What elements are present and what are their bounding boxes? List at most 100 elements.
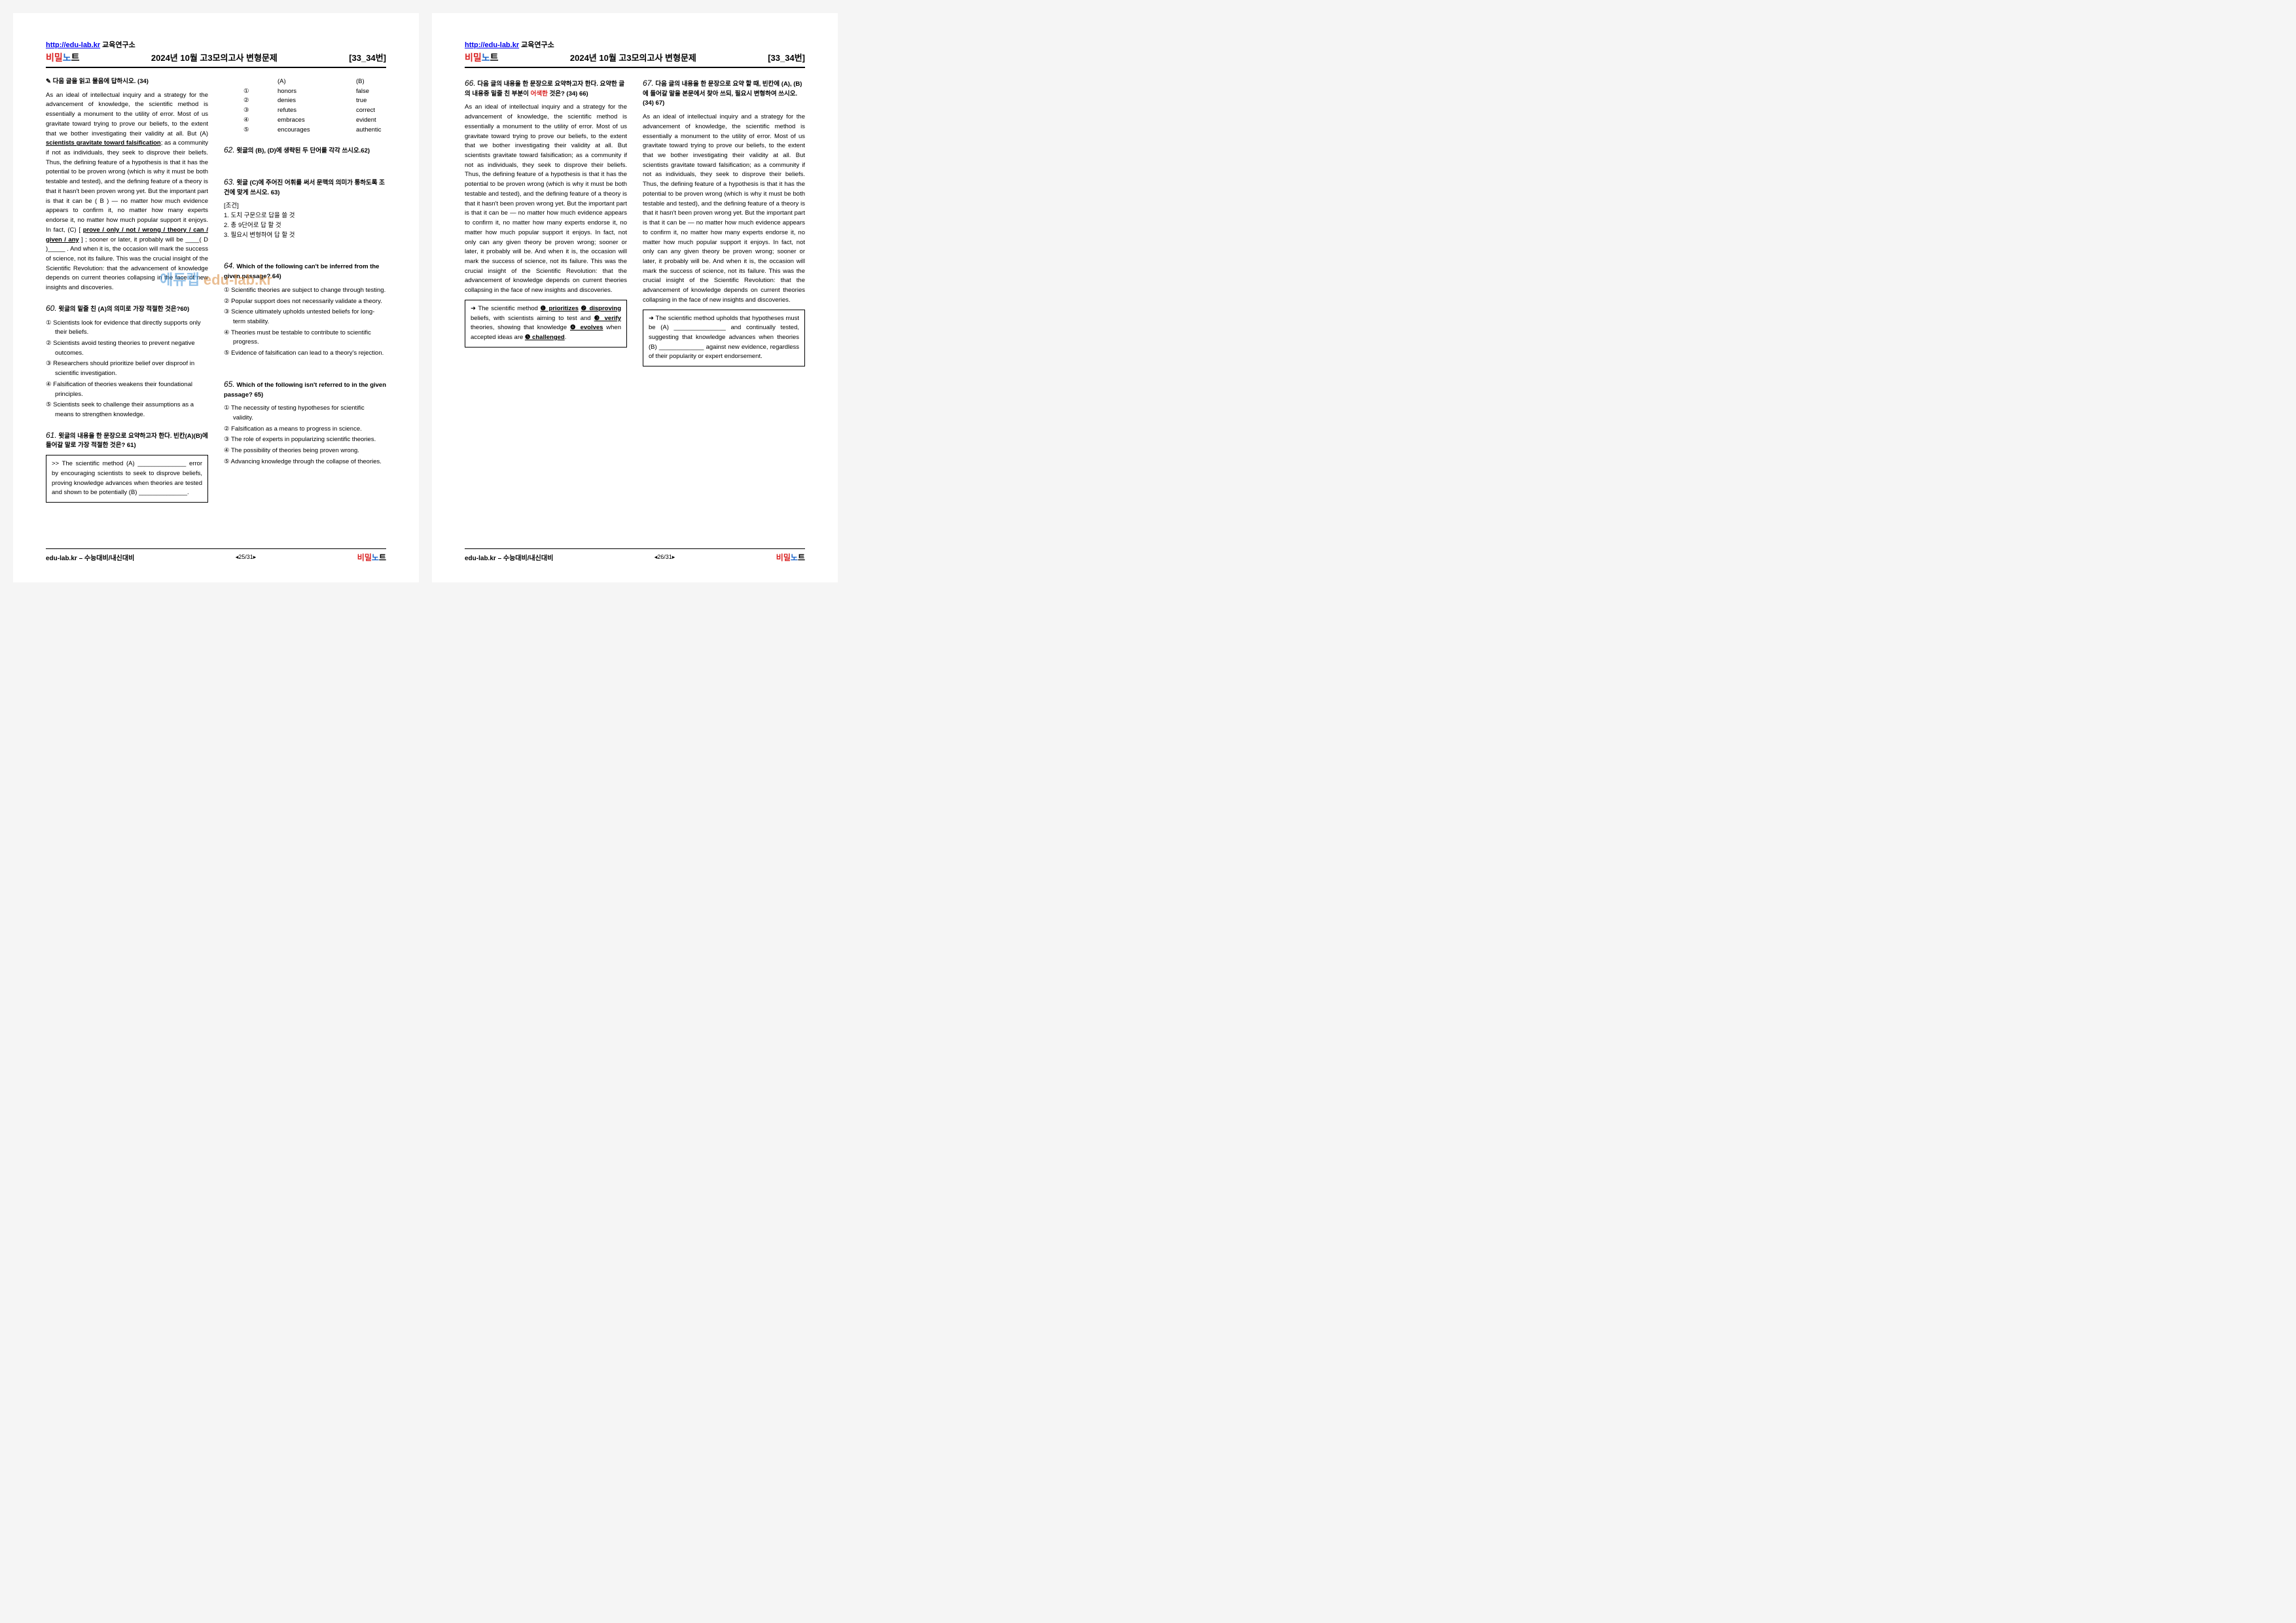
- footer-left: edu-lab.kr – 수능대비/내신대비: [46, 552, 134, 562]
- q66-opt1[interactable]: ❶ prioritizes: [541, 305, 579, 312]
- q64-head: 64. Which of the following can't be infe…: [224, 260, 386, 281]
- ab-table: (A) (B) ①honorsfalse ②deniestrue ③refutes…: [243, 77, 386, 135]
- q66-opt5[interactable]: ❺ challenged: [525, 334, 565, 341]
- q65-choice[interactable]: ③ The role of experts in popularizing sc…: [224, 435, 386, 445]
- q65-choice[interactable]: ② Falsification as a means to progress i…: [224, 425, 386, 435]
- q65-text: Which of the following isn't referred to…: [224, 382, 386, 399]
- q67-head: 67. 다음 글의 내용을 한 문장으로 요약 할 때, 빈칸에 (A), (B…: [643, 77, 805, 109]
- logo-part1: 비밀: [46, 52, 63, 63]
- q60-head: 60. 윗글의 밑줄 친 (A)의 의미로 가장 적절한 것은?60): [46, 302, 208, 315]
- q67-box: ➜ The scientific method upholds that hyp…: [643, 310, 805, 367]
- q63-text: 윗글 (C)에 주어진 어휘를 써서 문맥의 의미가 통하도록 조건에 맞게 쓰…: [224, 179, 385, 196]
- top-link-row: http://edu-lab.kr 교육연구소: [46, 39, 386, 50]
- q60-choice[interactable]: ③ Researchers should prioritize belief o…: [46, 359, 208, 378]
- site-suffix: 교육연구소: [100, 41, 135, 49]
- top-link-row: http://edu-lab.kr 교육연구소: [465, 39, 805, 50]
- ab-head-a: (A): [278, 77, 330, 87]
- footer-pg: ◂26/31▸: [655, 554, 675, 561]
- q60-choice[interactable]: ② Scientists avoid testing theories to p…: [46, 339, 208, 358]
- q67-num: 67.: [643, 79, 654, 88]
- q64-choice[interactable]: ① Scientific theories are subject to cha…: [224, 286, 386, 296]
- col-left: 66. 다음 글의 내용을 한 문장으로 요약하고자 한다. 요약한 글의 내용…: [465, 77, 627, 548]
- q67-text: 다음 글의 내용을 한 문장으로 요약 할 때, 빈칸에 (A), (B)에 들…: [643, 80, 802, 107]
- q61-num: 61.: [46, 431, 57, 440]
- p-mid2: ] ; sooner or later, it probably will be…: [46, 236, 208, 292]
- qnum-label: [33_34번]: [349, 51, 386, 63]
- q61-text: 윗글의 내용을 한 문장으로 요약하고자 한다. 빈칸(A)(B)에 들어갈 말…: [46, 433, 208, 450]
- q62-head: 62. 윗글의 (B), (D)에 생략된 두 단어를 각각 쓰시오.62): [224, 144, 386, 156]
- q60-choice[interactable]: ① Scientists look for evidence that dire…: [46, 319, 208, 338]
- q66-opt2[interactable]: ❷ disproving: [581, 305, 621, 312]
- q66-opt3[interactable]: ❸ verify: [594, 315, 621, 322]
- cond-item: 2. 총 9단어로 답 할 것: [224, 221, 386, 231]
- page-left: http://edu-lab.kr 교육연구소 비밀노트 2024년 10월 고…: [13, 13, 419, 582]
- q66-opt4[interactable]: ❹ evolves: [570, 324, 603, 331]
- q64-num: 64.: [224, 261, 235, 270]
- site-link[interactable]: http://edu-lab.kr: [465, 41, 519, 49]
- ab-row[interactable]: ①honorsfalse: [243, 87, 386, 97]
- header: 비밀노트 2024년 10월 고3모의고사 변형문제 [33_34번]: [465, 51, 805, 68]
- col-left: ✎ 다음 글을 읽고 물음에 답하시오. (34) As an ideal of…: [46, 77, 208, 548]
- cond-item: 3. 필요시 변형하여 답 할 것: [224, 231, 386, 241]
- q65-num: 65.: [224, 380, 235, 389]
- cond-label: [조건]: [224, 202, 386, 211]
- columns: ✎ 다음 글을 읽고 물음에 답하시오. (34) As an ideal of…: [46, 77, 386, 548]
- q66-box: ➜ The scientific method ❶ prioritizes ❷ …: [465, 300, 627, 348]
- exam-title: 2024년 10월 고3모의고사 변형문제: [151, 51, 278, 63]
- q64-choice[interactable]: ③ Science ultimately upholds untested be…: [224, 308, 386, 327]
- p-underline-a: scientists gravitate toward falsificatio…: [46, 139, 161, 147]
- q66-head: 66. 다음 글의 내용을 한 문장으로 요약하고자 한다. 요약한 글의 내용…: [465, 77, 627, 99]
- ab-row[interactable]: ②deniestrue: [243, 96, 386, 106]
- logo-part3: 트: [71, 52, 80, 63]
- q63-cond: [조건] 1. 도치 구문으로 답을 쓸 것 2. 총 9단어로 답 할 것 3…: [224, 202, 386, 240]
- q65-choice[interactable]: ① The necessity of testing hypotheses fo…: [224, 404, 386, 423]
- q62-num: 62.: [224, 145, 235, 154]
- columns: 66. 다음 글의 내용을 한 문장으로 요약하고자 한다. 요약한 글의 내용…: [465, 77, 805, 548]
- q61-head: 61. 윗글의 내용을 한 문장으로 요약하고자 한다. 빈칸(A)(B)에 들…: [46, 429, 208, 451]
- q66-num: 66.: [465, 79, 476, 88]
- q64-choice[interactable]: ② Popular support does not necessarily v…: [224, 297, 386, 307]
- ab-row[interactable]: ④embracesevident: [243, 116, 386, 126]
- q60-num: 60.: [46, 304, 57, 313]
- passage-67: As an ideal of intellectual inquiry and …: [643, 113, 805, 305]
- p-mid1: ; as a community if not as individuals, …: [46, 139, 208, 233]
- q63-num: 63.: [224, 177, 235, 187]
- passage-66: As an ideal of intellectual inquiry and …: [465, 103, 627, 295]
- site-suffix: 교육연구소: [519, 41, 554, 49]
- col-right: 67. 다음 글의 내용을 한 문장으로 요약 할 때, 빈칸에 (A), (B…: [643, 77, 805, 548]
- q62-text: 윗글의 (B), (D)에 생략된 두 단어를 각각 쓰시오.62): [236, 147, 370, 154]
- passage-34: As an ideal of intellectual inquiry and …: [46, 91, 208, 293]
- cond-item: 1. 도치 구문으로 답을 쓸 것: [224, 211, 386, 221]
- q64-choice[interactable]: ④ Theories must be testable to contribut…: [224, 329, 386, 348]
- logo-part2: 노: [63, 52, 71, 63]
- q60-choice[interactable]: ⑤ Scientists seek to challenge their ass…: [46, 401, 208, 419]
- read-title: ✎ 다음 글을 읽고 물음에 답하시오. (34): [46, 77, 208, 87]
- header: 비밀노트 2024년 10월 고3모의고사 변형문제 [33_34번]: [46, 51, 386, 68]
- page-right: http://edu-lab.kr 교육연구소 비밀노트 2024년 10월 고…: [432, 13, 838, 582]
- exam-title: 2024년 10월 고3모의고사 변형문제: [570, 51, 696, 63]
- footer: edu-lab.kr – 수능대비/내신대비 ◂25/31▸ 비밀노트: [46, 548, 386, 563]
- q66-text: 다음 글의 내용을 한 문장으로 요약하고자 한다. 요약한 글의 내용중 밑줄…: [465, 80, 624, 98]
- q65-choice[interactable]: ④ The possibility of theories being prov…: [224, 446, 386, 456]
- q64-text: Which of the following can't be inferred…: [224, 263, 379, 280]
- q64-choice[interactable]: ⑤ Evidence of falsification can lead to …: [224, 349, 386, 359]
- footer-pg: ◂25/31▸: [236, 554, 257, 561]
- ab-row[interactable]: ③refutescorrect: [243, 106, 386, 116]
- p-pre: As an ideal of intellectual inquiry and …: [46, 92, 208, 137]
- q60-text: 윗글의 밑줄 친 (A)의 의미로 가장 적절한 것은?60): [58, 306, 189, 313]
- logo: 비밀노트: [46, 51, 80, 64]
- footer: edu-lab.kr – 수능대비/내신대비 ◂26/31▸ 비밀노트: [465, 548, 805, 563]
- ab-row[interactable]: ⑤encouragesauthentic: [243, 126, 386, 135]
- q60-choice[interactable]: ④ Falsification of theories weakens thei…: [46, 380, 208, 399]
- col-right: (A) (B) ①honorsfalse ②deniestrue ③refutes…: [224, 77, 386, 548]
- site-link[interactable]: http://edu-lab.kr: [46, 41, 100, 49]
- qnum-label: [33_34번]: [768, 51, 805, 63]
- logo: 비밀노트: [465, 51, 499, 64]
- q65-choice[interactable]: ⑤ Advancing knowledge through the collap…: [224, 457, 386, 467]
- q65-head: 65. Which of the following isn't referre…: [224, 378, 386, 400]
- footer-logo: 비밀노트: [357, 552, 386, 563]
- footer-left: edu-lab.kr – 수능대비/내신대비: [465, 552, 553, 562]
- footer-logo: 비밀노트: [776, 552, 805, 563]
- ab-head-b: (B): [356, 77, 365, 87]
- q61-box: >> The scientific method (A) ___________…: [46, 455, 208, 503]
